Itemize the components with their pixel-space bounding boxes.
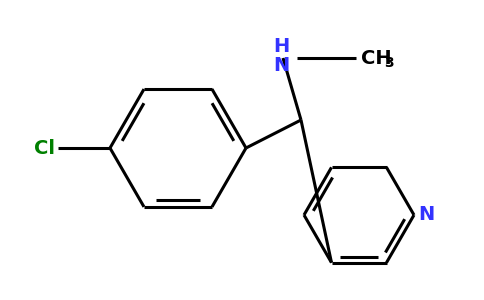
Text: 3: 3 [384, 56, 393, 70]
Text: CH: CH [361, 49, 392, 68]
Text: Cl: Cl [34, 139, 55, 158]
Text: H: H [273, 37, 289, 56]
Text: N: N [273, 56, 289, 75]
Text: N: N [418, 206, 434, 224]
